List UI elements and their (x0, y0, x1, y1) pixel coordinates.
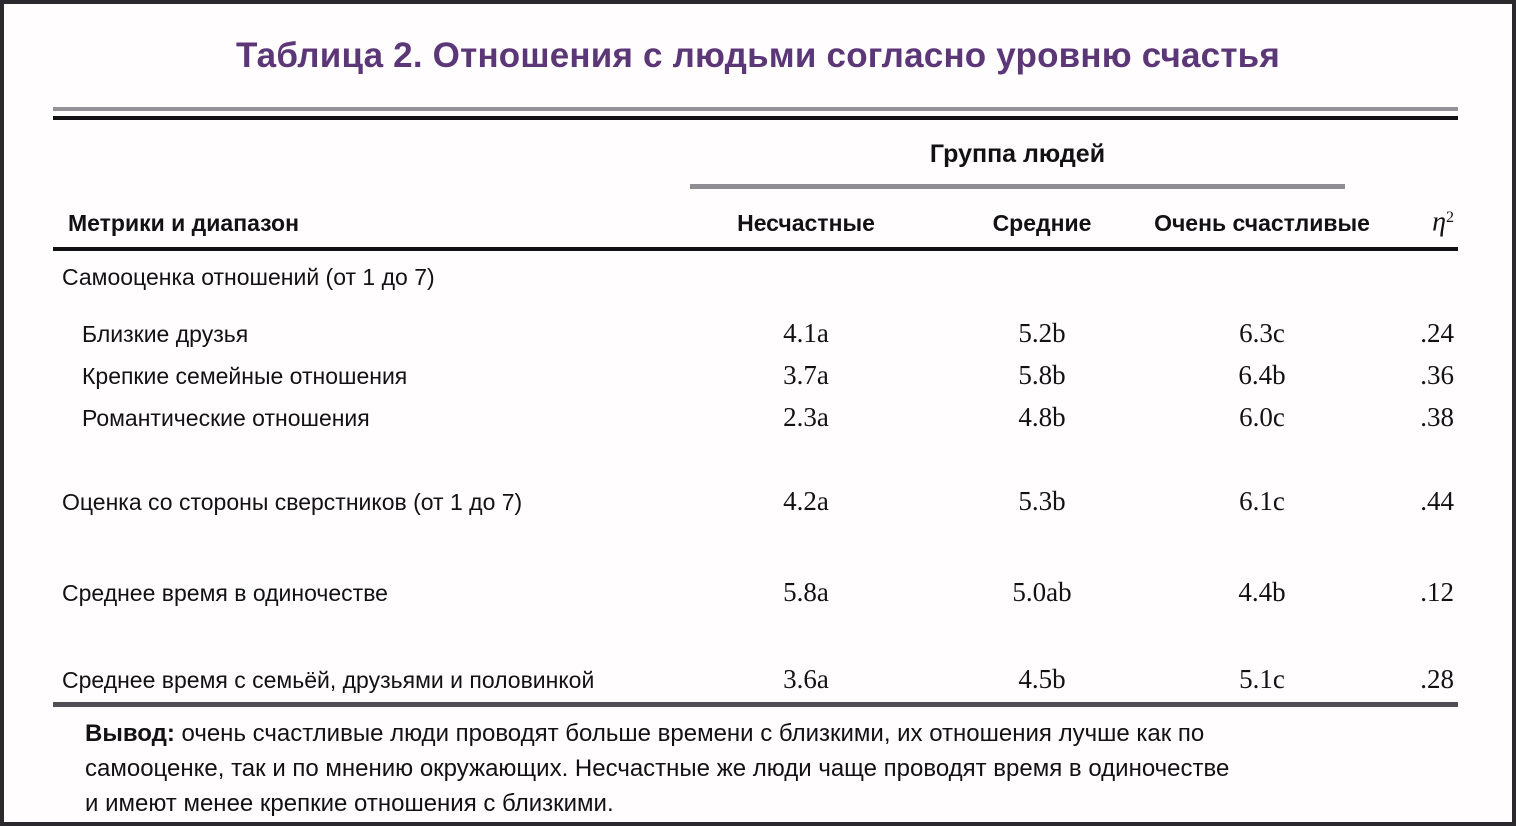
row-label: Оценка со стороны сверстников (от 1 до 7… (62, 489, 523, 515)
row-value-very-happy: 6.4b (1238, 360, 1286, 390)
conclusion-line-3: и имеют менее крепкие отношения с близки… (85, 790, 614, 817)
row-value-unhappy: 4.2a (783, 486, 829, 516)
row-value-very-happy: 6.1c (1239, 486, 1285, 516)
table-row-time-with-family: Среднее время с семьёй, друзьями и полов… (53, 664, 1458, 695)
column-group-underline (690, 184, 1345, 189)
row-value-unhappy: 3.7a (783, 360, 829, 390)
table-row-family-relations: Крепкие семейные отношения 3.7a 5.8b 6.4… (53, 360, 1458, 391)
row-value-very-happy: 4.4b (1238, 577, 1286, 607)
row-value-unhappy: 3.6a (783, 664, 829, 694)
row-label: Самооценка отношений (от 1 до 7) (62, 264, 435, 290)
row-value-unhappy: 4.1a (783, 318, 829, 348)
table-row-close-friends: Близкие друзья 4.1a 5.2b 6.3c .24 (53, 318, 1458, 349)
row-label: Крепкие семейные отношения (82, 363, 408, 389)
column-header-eta-squared: η2 (1379, 203, 1458, 238)
column-header-average: Средние (992, 209, 1092, 236)
table-header-row: Метрики и диапазон Несчастные Средние Оч… (53, 203, 1458, 238)
row-value-average: 5.3b (1018, 486, 1066, 516)
row-value-eta: .44 (1420, 486, 1454, 516)
column-header-metric: Метрики и диапазон (68, 209, 299, 236)
header-rule (53, 247, 1458, 251)
row-label: Близкие друзья (82, 321, 249, 347)
conclusion-line-1: Вывод: очень счастливые люди проводят бо… (85, 720, 1205, 747)
title-double-rule-gray (53, 107, 1458, 111)
table-row-time-alone: Среднее время в одиночестве 5.8a 5.0ab 4… (53, 577, 1458, 608)
eta-superscript: 2 (1446, 209, 1454, 226)
conclusion-line-2: самооценке, так и по мнению окружающих. … (85, 755, 1230, 782)
row-value-unhappy: 5.8a (783, 577, 829, 607)
eta-symbol: η (1432, 206, 1446, 238)
table-row-romantic-relations: Романтические отношения 2.3a 4.8b 6.0c .… (53, 402, 1458, 433)
row-label: Среднее время с семьёй, друзьями и полов… (62, 667, 595, 693)
footer-rule (53, 702, 1458, 707)
row-value-very-happy: 5.1c (1239, 664, 1285, 694)
column-header-unhappy: Несчастные (737, 209, 875, 236)
row-value-unhappy: 2.3a (783, 402, 829, 432)
column-group-header: Группа людей (929, 140, 1106, 168)
row-value-eta: .24 (1420, 318, 1454, 348)
row-value-average: 5.2b (1018, 318, 1066, 348)
title-double-rule-black (53, 116, 1458, 120)
row-value-eta: .36 (1420, 360, 1454, 390)
row-value-eta: .38 (1420, 402, 1454, 432)
row-value-average: 5.0ab (1012, 577, 1072, 607)
conclusion-text: Вывод: очень счастливые люди проводят бо… (85, 716, 1485, 821)
row-value-average: 4.5b (1018, 664, 1066, 694)
table-row-section-self-rating: Самооценка отношений (от 1 до 7) (53, 262, 1458, 292)
row-value-eta: .12 (1420, 577, 1454, 607)
row-value-eta: .28 (1420, 664, 1454, 694)
column-header-very-happy: Очень счастливые (1154, 209, 1370, 236)
row-label: Романтические отношения (82, 405, 370, 431)
conclusion-label: Вывод: (85, 720, 175, 747)
row-value-average: 4.8b (1018, 402, 1066, 432)
row-value-very-happy: 6.3c (1239, 318, 1285, 348)
row-label: Среднее время в одиночестве (62, 580, 388, 606)
row-value-very-happy: 6.0c (1239, 402, 1285, 432)
row-value-average: 5.8b (1018, 360, 1066, 390)
table-row-peer-rating: Оценка со стороны сверстников (от 1 до 7… (53, 486, 1458, 517)
page-title: Таблица 2. Отношения с людьми согласно у… (235, 36, 1281, 75)
